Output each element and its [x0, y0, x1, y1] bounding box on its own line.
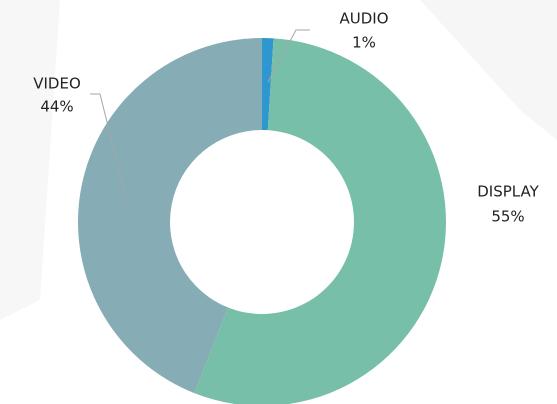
donut-slice	[262, 38, 274, 131]
donut	[77, 38, 446, 404]
background-shape	[420, 0, 557, 140]
background-shape	[0, 0, 60, 320]
slice-value-label: 44%	[40, 98, 73, 116]
slice-value-label: 1%	[352, 34, 376, 52]
leader-line	[267, 29, 310, 83]
leader-line	[90, 93, 127, 199]
slice-value-label: 55%	[491, 208, 524, 226]
slice-label: VIDEO	[33, 75, 81, 93]
donut-slice	[194, 38, 446, 404]
slice-label: AUDIO	[339, 10, 388, 28]
donut-slice	[77, 38, 262, 394]
slice-label: DISPLAY	[477, 183, 539, 201]
